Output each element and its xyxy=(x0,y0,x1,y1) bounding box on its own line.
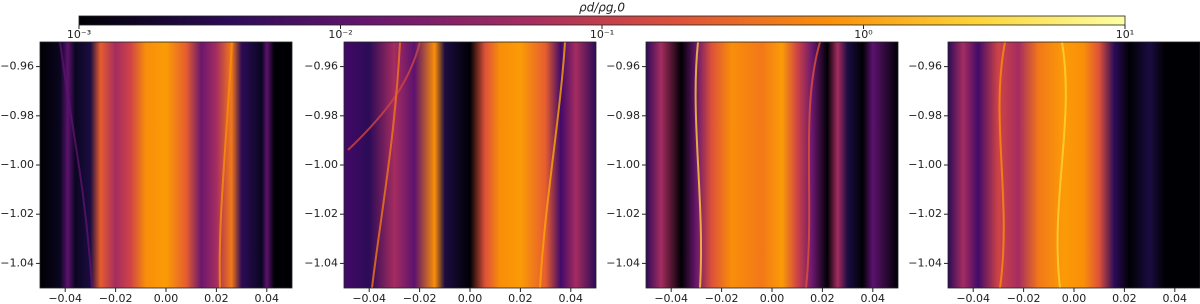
y-tick-label: −0.98 xyxy=(0,109,34,122)
y-tick-label: −1.02 xyxy=(606,207,640,220)
heatmap-image xyxy=(344,42,596,288)
heatmap-images xyxy=(40,42,1200,288)
x-tick-label: −0.04 xyxy=(956,292,990,304)
y-tick-label: −1.04 xyxy=(606,256,640,269)
x-tick-label: −0.02 xyxy=(705,292,739,304)
x-tick-label: −0.02 xyxy=(403,292,437,304)
y-tick-label: −1.04 xyxy=(908,256,942,269)
colorbar-tick-label: 10⁻¹ xyxy=(590,28,614,41)
y-tick-label: −0.96 xyxy=(304,60,338,73)
x-tick-label: 0.04 xyxy=(559,292,584,304)
x-tick-label: 0.04 xyxy=(861,292,886,304)
x-tick-label: −0.02 xyxy=(99,292,133,304)
x-tick-label: −0.04 xyxy=(654,292,688,304)
colorbar-tick-label: 10⁰ xyxy=(854,28,873,41)
colorbar-tick-label: 10⁻³ xyxy=(67,28,91,41)
x-tick-label: 0.04 xyxy=(1163,292,1188,304)
filaments xyxy=(59,41,1067,289)
y-tick-label: −1.00 xyxy=(304,158,338,171)
x-tick-label: 0.00 xyxy=(154,292,179,304)
colorbar xyxy=(78,15,1126,26)
colorbar-tick-label: 10¹ xyxy=(1116,28,1134,41)
y-tick-label: −1.00 xyxy=(606,158,640,171)
y-tick-label: −1.00 xyxy=(0,158,34,171)
y-tick-label: −0.98 xyxy=(908,109,942,122)
x-tick-label: 0.02 xyxy=(810,292,835,304)
y-tick-label: −0.96 xyxy=(0,60,34,73)
x-tick-label: −0.02 xyxy=(1007,292,1041,304)
heatmap-image xyxy=(948,42,1200,288)
colorbar-tick-label: 10⁻² xyxy=(328,28,352,41)
colorbar-label: ρd/ρg,0 xyxy=(579,1,625,15)
x-tick-label: 0.02 xyxy=(508,292,533,304)
y-tick-label: −0.98 xyxy=(606,109,640,122)
x-tick-label: 0.02 xyxy=(204,292,229,304)
y-tick-label: −0.96 xyxy=(908,60,942,73)
x-tick-label: 0.00 xyxy=(760,292,785,304)
x-tick-label: 0.04 xyxy=(255,292,280,304)
y-tick-label: −1.02 xyxy=(304,207,338,220)
x-tick-label: −0.04 xyxy=(48,292,82,304)
y-tick-label: −1.04 xyxy=(0,256,34,269)
y-tick-label: −1.02 xyxy=(908,207,942,220)
x-tick-label: 0.02 xyxy=(1112,292,1137,304)
y-tick-label: −1.04 xyxy=(304,256,338,269)
x-tick-label: 0.00 xyxy=(1062,292,1087,304)
x-tick-label: −0.04 xyxy=(352,292,386,304)
heatmap-image xyxy=(646,42,898,288)
y-tick-label: −1.02 xyxy=(0,207,34,220)
x-tick-label: 0.00 xyxy=(458,292,483,304)
y-tick-label: −0.96 xyxy=(606,60,640,73)
y-tick-label: −1.00 xyxy=(908,158,942,171)
heatmap-image xyxy=(40,42,292,288)
y-tick-label: −0.98 xyxy=(304,109,338,122)
